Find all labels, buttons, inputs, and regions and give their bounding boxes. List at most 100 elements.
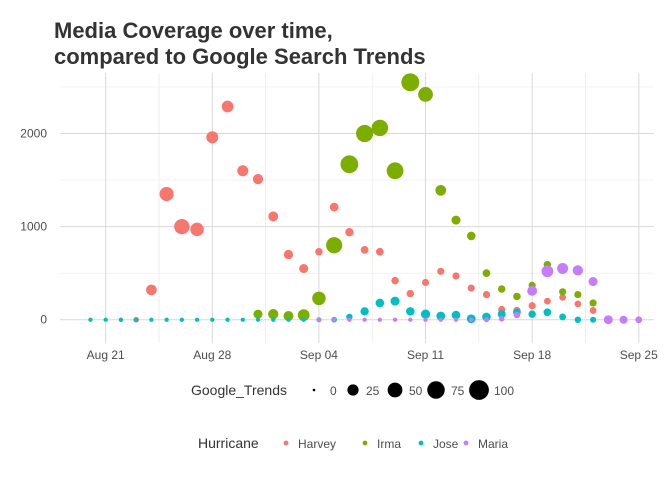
color-legend-label: Harvey [298, 437, 336, 451]
data-point [159, 186, 174, 202]
data-point [253, 309, 263, 319]
data-point [271, 317, 276, 322]
data-point [559, 288, 567, 296]
data-point [283, 311, 294, 321]
x-tick-label: Aug 21 [87, 348, 125, 362]
data-point [206, 131, 219, 144]
size-legend-key [387, 382, 403, 398]
data-point [437, 267, 445, 275]
data-point [194, 317, 200, 322]
data-point [118, 317, 124, 322]
data-point [541, 265, 554, 278]
color-legend-label: Irma [377, 437, 401, 451]
data-point [255, 317, 261, 322]
color-legend-title: Hurricane [198, 435, 259, 451]
size-legend-key [347, 384, 359, 396]
data-point [451, 310, 461, 320]
data-point [221, 100, 234, 113]
data-point [406, 307, 415, 316]
data-point [527, 285, 538, 296]
color-legend-key [283, 440, 289, 446]
data-point [588, 277, 598, 287]
data-point [513, 292, 521, 301]
data-point [375, 298, 385, 308]
y-tick-label: 0 [40, 313, 47, 327]
data-point [179, 317, 185, 322]
data-point [312, 291, 326, 306]
data-point [453, 317, 459, 322]
chart-title-line-2: compared to Google Search Trends [54, 44, 426, 69]
data-point [356, 124, 374, 143]
color-legend-key [463, 440, 469, 446]
data-point [268, 211, 279, 222]
size-legend-label: 100 [494, 384, 514, 398]
size-legend-label: 75 [451, 384, 465, 398]
data-point [240, 317, 245, 322]
data-point [436, 311, 446, 321]
data-point [237, 165, 249, 177]
data-point [268, 308, 279, 320]
data-point [452, 272, 460, 280]
data-point [133, 317, 139, 322]
data-point [190, 222, 204, 237]
data-point [603, 315, 613, 325]
data-point [297, 309, 310, 321]
data-point [420, 309, 431, 319]
x-tick-label: Aug 28 [193, 348, 231, 362]
data-point [286, 317, 291, 322]
data-point [326, 237, 343, 254]
data-point [513, 311, 521, 319]
data-point [391, 276, 399, 285]
data-point [559, 293, 567, 301]
data-point [498, 316, 505, 322]
data-point [635, 316, 643, 324]
color-legend-label: Maria [478, 437, 508, 451]
data-point [360, 246, 369, 254]
color-legend-key [362, 440, 368, 446]
size-legend-key [427, 381, 445, 399]
data-point [347, 317, 352, 322]
data-point [619, 315, 628, 324]
data-point [438, 317, 443, 322]
data-point [557, 263, 569, 275]
data-point [469, 317, 474, 322]
data-point [392, 317, 398, 322]
data-point [225, 317, 230, 322]
data-point [574, 300, 582, 308]
data-point [331, 317, 337, 322]
color-legend: Hurricane Harvey Irma Jose Maria [198, 435, 508, 451]
data-point [401, 73, 420, 92]
data-point [543, 308, 552, 317]
data-point [528, 310, 536, 318]
y-tick-label: 2000 [20, 127, 47, 141]
chart-title-line-1: Media Coverage over time, [54, 18, 333, 43]
data-point [408, 317, 413, 322]
data-points [88, 73, 643, 325]
series-maria [316, 263, 643, 325]
size-legend-label: 25 [366, 384, 380, 398]
data-point [283, 249, 294, 260]
size-legend: Google_Trends 0 25 50 75 100 [191, 380, 514, 400]
data-point [466, 231, 476, 241]
data-point [543, 297, 551, 305]
data-point [299, 263, 309, 274]
data-point [497, 310, 506, 319]
data-point [390, 296, 400, 306]
color-legend-key [418, 440, 424, 446]
data-point [451, 215, 461, 225]
data-point [574, 316, 582, 323]
data-point [329, 202, 339, 212]
data-point [301, 317, 306, 322]
data-point [377, 317, 383, 322]
data-point [528, 302, 536, 310]
color-legend-label: Jose [433, 437, 459, 451]
data-point [467, 284, 475, 292]
data-point [252, 173, 264, 185]
size-legend-title: Google_Trends [191, 382, 287, 398]
x-axis-tick-labels: Aug 21 Aug 28 Sep 04 Sep 11 Sep 18 Sep 25 [87, 348, 658, 362]
size-legend-label: 0 [330, 384, 337, 398]
data-point [572, 265, 583, 276]
data-point [386, 162, 404, 180]
data-point [406, 289, 415, 298]
data-point [360, 307, 369, 316]
